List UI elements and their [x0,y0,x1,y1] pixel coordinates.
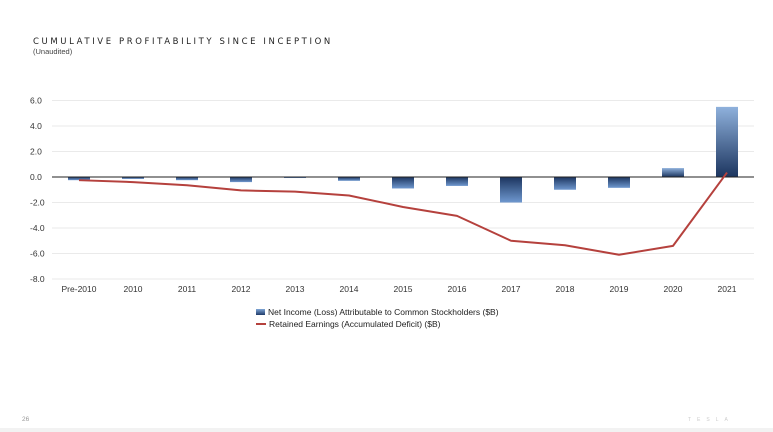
bar-net-income [608,177,630,188]
legend-item-net-income: Net Income (Loss) Attributable to Common… [256,306,499,318]
x-tick-label: 2010 [124,284,143,294]
bottom-bar [0,428,773,432]
x-tick-label: 2011 [178,284,197,294]
chart-subtitle: (Unaudited) [33,47,73,56]
y-tick-label: 4.0 [30,121,42,131]
legend-item-retained-earnings: Retained Earnings (Accumulated Deficit) … [256,318,499,330]
bar-series [68,106,738,203]
x-tick-label: 2017 [502,284,521,294]
x-tick-label: 2012 [232,284,251,294]
grid-lines [52,100,754,280]
y-tick-label: -2.0 [30,198,45,208]
legend: Net Income (Loss) Attributable to Common… [256,306,499,330]
x-tick-label: 2021 [718,284,737,294]
brand-logo: TESLA [688,417,734,423]
x-tick-label: Pre-2010 [62,284,97,294]
x-tick-label: 2014 [340,284,359,294]
bar-net-income [500,177,522,203]
legend-line-swatch [256,323,266,325]
x-tick-label: 2018 [556,284,575,294]
legend-bar-swatch [256,309,265,315]
bar-net-income [122,177,144,179]
bar-net-income [176,177,198,181]
x-tick-label: 2015 [394,284,413,294]
page-number: 26 [22,416,30,423]
bar-net-income [338,177,360,181]
chart-area: 6.0 4.0 2.0 0.0 -2.0 -4.0 -6.0 -8.0 Pre-2010 201… [30,96,754,294]
bar-net-income [68,177,90,181]
line-series [78,171,728,256]
bar-net-income [662,168,684,177]
x-axis-ticks: Pre-2010 2010 2011 2012 2013 2014 2015 2016 2017… [62,284,737,294]
bar-net-income [554,177,576,190]
y-tick-label: -6.0 [30,249,45,259]
y-tick-label: -4.0 [30,223,45,233]
bar-net-income [716,106,738,177]
x-tick-label: 2013 [286,284,305,294]
x-tick-label: 2019 [610,284,629,294]
x-tick-label: 2020 [664,284,683,294]
bar-net-income [284,177,306,179]
y-tick-label: -8.0 [30,274,45,284]
y-tick-label: 2.0 [30,147,42,157]
bar-net-income [392,177,414,189]
legend-label-retained-earnings: Retained Earnings (Accumulated Deficit) … [269,319,441,329]
bar-net-income [446,177,468,186]
bar-net-income [230,177,252,183]
chart-title: CUMULATIVE PROFITABILITY SINCE INCEPTION [33,37,333,47]
legend-label-net-income: Net Income (Loss) Attributable to Common… [268,307,499,317]
x-tick-label: 2016 [448,284,467,294]
line-retained-earnings [78,171,728,256]
y-tick-label: 0.0 [30,172,42,182]
y-tick-label: 6.0 [30,96,42,106]
y-axis-ticks: 6.0 4.0 2.0 0.0 -2.0 -4.0 -6.0 -8.0 [30,96,45,285]
